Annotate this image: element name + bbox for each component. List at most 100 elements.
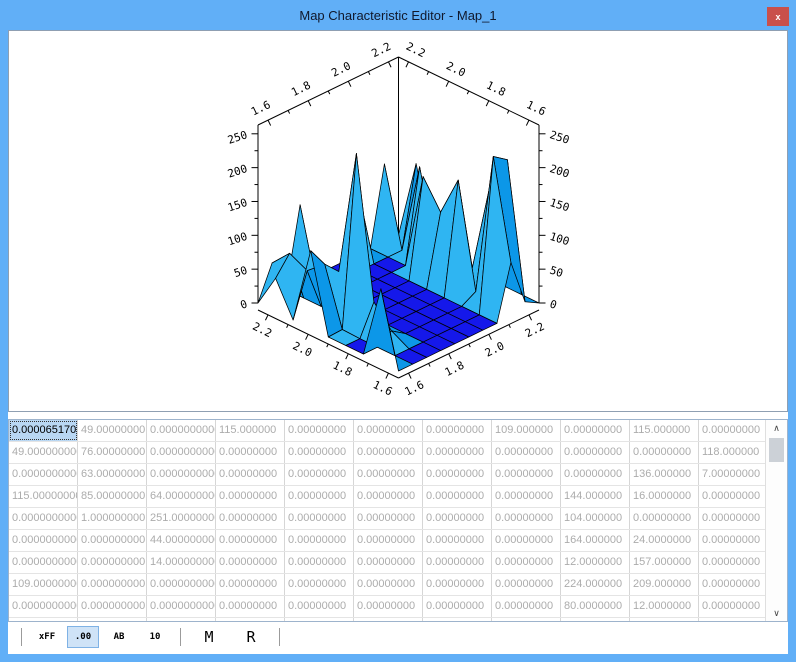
grid-cell[interactable]: 0.00000000	[354, 420, 423, 441]
grid-cell[interactable]: 0.00000000	[492, 442, 561, 463]
grid-cell[interactable]: 0.00000000	[492, 464, 561, 485]
grid-cell[interactable]: 0.0000000000	[147, 464, 216, 485]
toolbar-button-xff[interactable]: xFF	[38, 632, 56, 642]
grid-cell[interactable]: 0.00000000	[285, 596, 354, 617]
grid-cell[interactable]: 0.00000000	[561, 420, 630, 441]
value-grid[interactable]: 0.0000651701 49.00000000 0.0000000000 115.0…	[9, 420, 765, 621]
grid-cell[interactable]: 164.000000	[561, 530, 630, 551]
grid-cell[interactable]: 0.00000000	[699, 596, 765, 617]
grid-cell[interactable]: 0.00000000	[216, 442, 285, 463]
grid-cell[interactable]: 0.00000000	[354, 508, 423, 529]
grid-cell[interactable]: 0.0000000000	[9, 530, 78, 551]
grid-cell[interactable]: 76.00000000	[78, 442, 147, 463]
grid-cell[interactable]: 0.0000000000	[147, 596, 216, 617]
grid-cell[interactable]: 0.00000000	[423, 420, 492, 441]
grid-cell[interactable]: 0.0000000000	[9, 464, 78, 485]
grid-cell[interactable]: 251.00000000	[147, 508, 216, 529]
close-button[interactable]: x	[767, 7, 789, 26]
grid-cell[interactable]: 0.00000000	[354, 574, 423, 595]
grid-cell[interactable]	[285, 618, 354, 621]
grid-cell[interactable]: 115.000000	[630, 420, 699, 441]
grid-cell[interactable]: 224.000000	[561, 574, 630, 595]
grid-cell[interactable]: 0.00000000	[216, 464, 285, 485]
scroll-down-icon[interactable]: ∨	[773, 607, 780, 618]
grid-cell[interactable]: 0.00000000	[285, 464, 354, 485]
grid-cell[interactable]: 7.00000000	[699, 464, 765, 485]
grid-cell[interactable]: 0.00000000	[423, 464, 492, 485]
toolbar-button-10[interactable]: 10	[149, 632, 161, 642]
grid-cell[interactable]: 64.000000000	[147, 486, 216, 507]
scrollbar-thumb[interactable]	[769, 438, 784, 462]
grid-cell[interactable]: 0.00000000	[285, 552, 354, 573]
toolbar-button-r[interactable]: R	[246, 628, 256, 646]
grid-cell[interactable]: 24.0000000	[630, 530, 699, 551]
grid-cell[interactable]	[699, 618, 765, 621]
grid-cell[interactable]: 0.00000000	[285, 442, 354, 463]
grid-cell[interactable]: 0.00000000	[630, 442, 699, 463]
grid-cell[interactable]: 0.000000000	[78, 574, 147, 595]
grid-cell[interactable]	[78, 618, 147, 621]
grid-cell[interactable]: 0.00000000	[423, 596, 492, 617]
grid-cell[interactable]: 0.00000000	[630, 508, 699, 529]
grid-cell[interactable]: 63.00000000	[78, 464, 147, 485]
grid-cell[interactable]: 0.00000000	[492, 574, 561, 595]
grid-cell[interactable]	[423, 618, 492, 621]
toolbar-button-00[interactable]: .00	[67, 626, 99, 648]
grid-cell[interactable]: 0.00000000	[216, 530, 285, 551]
grid-cell[interactable]: 0.00000000	[492, 508, 561, 529]
grid-cell[interactable]: 0.00000000	[285, 508, 354, 529]
toolbar-button-ab[interactable]: AB	[113, 632, 125, 642]
grid-cell[interactable]: 0.0000000000	[9, 596, 78, 617]
grid-cell[interactable]: 0.00000000	[354, 552, 423, 573]
grid-cell[interactable]: 14.000000000	[147, 552, 216, 573]
grid-cell[interactable]: 0.00000000	[561, 464, 630, 485]
grid-cell[interactable]: 0.00000000	[699, 530, 765, 551]
grid-cell[interactable]: 0.00000000	[354, 464, 423, 485]
grid-cell[interactable]: 0.00000000	[423, 530, 492, 551]
grid-cell[interactable]: 85.00000000	[78, 486, 147, 507]
grid-cell[interactable]: 0.00000000	[423, 442, 492, 463]
grid-cell[interactable]: 0.0000651701	[9, 420, 78, 441]
grid-cell[interactable]: 0.00000000	[423, 574, 492, 595]
grid-cell[interactable]: 0.0000000000	[9, 508, 78, 529]
grid-cell[interactable]: 0.00000000	[285, 486, 354, 507]
grid-cell[interactable]: 157.000000	[630, 552, 699, 573]
grid-cell[interactable]: 12.0000000	[561, 552, 630, 573]
grid-cell[interactable]	[630, 618, 699, 621]
grid-cell[interactable]: 0.0000000000	[9, 552, 78, 573]
grid-cell[interactable]: 109.000000	[492, 420, 561, 441]
grid-cell[interactable]: 44.000000000	[147, 530, 216, 551]
grid-cell[interactable]: 0.00000000	[216, 574, 285, 595]
grid-cell[interactable]: 0.00000000	[354, 596, 423, 617]
grid-cell[interactable]: 109.00000000	[9, 574, 78, 595]
grid-cell[interactable]: 0.00000000	[699, 574, 765, 595]
grid-cell[interactable]: 0.00000000	[699, 486, 765, 507]
grid-cell[interactable]: 0.00000000	[216, 552, 285, 573]
grid-cell[interactable]: 16.0000000	[630, 486, 699, 507]
grid-cell[interactable]: 0.00000000	[354, 486, 423, 507]
grid-cell[interactable]: 0.00000000	[423, 508, 492, 529]
grid-cell[interactable]: 118.000000	[699, 442, 765, 463]
grid-cell[interactable]: 0.00000000	[354, 442, 423, 463]
grid-cell[interactable]: 49.00000000	[78, 420, 147, 441]
grid-cell[interactable]: 0.00000000	[492, 530, 561, 551]
grid-cell[interactable]: 0.00000000	[699, 552, 765, 573]
grid-cell[interactable]	[561, 618, 630, 621]
grid-cell[interactable]: 80.0000000	[561, 596, 630, 617]
grid-cell[interactable]: 0.000000000	[78, 552, 147, 573]
grid-cell[interactable]: 0.00000000	[285, 420, 354, 441]
grid-cell[interactable]: 0.00000000	[285, 574, 354, 595]
grid-cell[interactable]: 136.000000	[630, 464, 699, 485]
grid-cell[interactable]: 0.00000000	[216, 508, 285, 529]
grid-cell[interactable]: 0.0000000000	[147, 442, 216, 463]
grid-cell[interactable]: 144.000000	[561, 486, 630, 507]
titlebar[interactable]: Map Characteristic Editor - Map_1	[0, 0, 796, 30]
grid-cell[interactable]: 104.000000	[561, 508, 630, 529]
grid-cell[interactable]: 0.00000000	[492, 486, 561, 507]
grid-cell[interactable]	[492, 618, 561, 621]
grid-cell[interactable]: 0.000000000	[78, 530, 147, 551]
grid-cell[interactable]: 0.00000000	[699, 508, 765, 529]
grid-cell[interactable]: 12.0000000	[630, 596, 699, 617]
grid-cell[interactable]	[216, 618, 285, 621]
grid-cell[interactable]: 0.0000000000	[147, 574, 216, 595]
